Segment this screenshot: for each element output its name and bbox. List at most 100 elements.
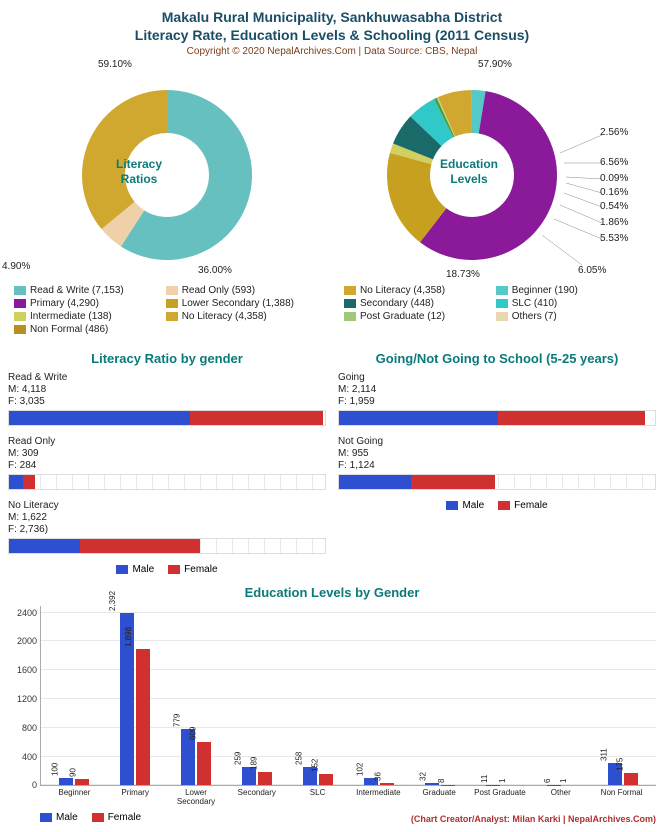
y-tick: 800: [9, 723, 37, 733]
vbar-male: 11: [486, 785, 500, 786]
hbar-row: GoingM: 2,114F: 1,959: [338, 372, 656, 426]
legend-label: No Literacy (4,358): [182, 311, 267, 322]
copyright: Copyright © 2020 NepalArchives.Com | Dat…: [8, 46, 656, 57]
legend-label: No Literacy (4,358): [360, 285, 445, 296]
legend-male: Male: [40, 810, 78, 824]
x-label: SLC: [287, 786, 348, 806]
legend-swatch: [14, 312, 26, 321]
y-tick: 2000: [9, 636, 37, 646]
hbar-school-chart: GoingM: 2,114F: 1,959 Not GoingM: 955F: …: [338, 372, 656, 490]
bar-male: [9, 475, 23, 489]
credit: (Chart Creator/Analyst: Milan Karki | Ne…: [411, 814, 656, 824]
pct-label: 0.54%: [600, 201, 628, 212]
legend-item: Beginner (190): [496, 285, 634, 296]
vbar-group: 259 189: [228, 767, 287, 786]
hbar-row: Read & WriteM: 4,118F: 3,035: [8, 372, 326, 426]
legend-male: Male: [446, 500, 484, 511]
hbar-track: [338, 410, 656, 426]
vbar-title: Education Levels by Gender: [8, 585, 656, 600]
hbar-literacy-chart: Read & WriteM: 4,118F: 3,035 Read OnlyM:…: [8, 372, 326, 554]
legend-label: SLC (410): [512, 298, 558, 309]
legend-swatch: [496, 299, 508, 308]
vbar-group: 32 8: [410, 783, 469, 785]
pct-label: 5.53%: [600, 233, 628, 244]
legend-item: No Literacy (4,358): [166, 311, 304, 322]
legend-label: Read & Write (7,153): [30, 285, 124, 296]
legend-swatch: [344, 299, 356, 308]
donuts-row: LiteracyRatios 59.10%4.90%36.00% Read & …: [8, 65, 656, 335]
legend-right: No Literacy (4,358) Beginner (190) Seconda…: [338, 285, 656, 322]
pct-label: 59.10%: [98, 59, 132, 70]
vbar-female: 36: [380, 783, 394, 786]
legend-item: No Literacy (4,358): [344, 285, 482, 296]
hbar-row: Read OnlyM: 309F: 284: [8, 436, 326, 490]
legend-item: Primary (4,290): [14, 298, 152, 309]
legend-label: Secondary (448): [360, 298, 434, 309]
hbar-literacy-panel: Literacy Ratio by gender Read & WriteM: …: [8, 345, 326, 575]
legend-item: Post Graduate (12): [344, 311, 482, 322]
hbar-label: Read OnlyM: 309F: 284: [8, 436, 326, 472]
donut-education-panel: EducationLevels 57.90%2.56%6.56%0.09%0.1…: [338, 65, 656, 335]
legend-swatch: [496, 312, 508, 321]
legend-label: Others (7): [512, 311, 557, 322]
hbar2-title: Going/Not Going to School (5-25 years): [338, 351, 656, 366]
vbar-group: 100 90: [45, 778, 104, 785]
vbar-female: 152: [319, 774, 333, 785]
legend-male: Male: [116, 564, 154, 575]
legend-swatch: [344, 312, 356, 321]
hbars-row: Literacy Ratio by gender Read & WriteM: …: [8, 345, 656, 575]
legend-swatch: [166, 312, 178, 321]
donut1-center-label: LiteracyRatios: [104, 157, 174, 186]
y-tick: 1200: [9, 694, 37, 704]
x-label: Primary: [105, 786, 166, 806]
hbar-label: Not GoingM: 955F: 1,124: [338, 436, 656, 472]
vbar-chart: 04008001200160020002400 100 90 2,392 1,8…: [40, 606, 656, 786]
hbar2-legend: Male Female: [338, 500, 656, 511]
hbar1-title: Literacy Ratio by gender: [8, 351, 326, 366]
x-label: Graduate: [409, 786, 470, 806]
y-tick: 2400: [9, 608, 37, 618]
vbar-female: 1,898: [136, 649, 150, 786]
pct-label: 4.90%: [2, 261, 30, 272]
vbar-group: 258 152: [289, 767, 348, 786]
legend-swatch: [14, 299, 26, 308]
vbar-male: 32: [425, 783, 439, 785]
bar-male: [339, 475, 411, 489]
hbar-row: Not GoingM: 955F: 1,124: [338, 436, 656, 490]
bar-male: [9, 539, 80, 553]
pct-label: 2.56%: [600, 127, 628, 138]
donut2-center-label: EducationLevels: [430, 157, 508, 186]
legend-swatch: [14, 325, 26, 334]
vbar-legend: Male Female (Chart Creator/Analyst: Mila…: [40, 810, 656, 824]
bar-female: [498, 411, 645, 425]
vbar-group: 779 609: [167, 729, 226, 785]
hbar-label: GoingM: 2,114F: 1,959: [338, 372, 656, 408]
hbar-track: [338, 474, 656, 490]
bar-female: [411, 475, 496, 489]
legend-swatch: [166, 286, 178, 295]
vbar-group: 311 175: [593, 763, 652, 785]
legend-swatch: [344, 286, 356, 295]
pct-label: 36.00%: [198, 265, 232, 276]
legend-item: SLC (410): [496, 298, 634, 309]
legend-item: Read Only (593): [166, 285, 304, 296]
pct-label: 0.09%: [600, 173, 628, 184]
donut-literacy-panel: LiteracyRatios 59.10%4.90%36.00% Read & …: [8, 65, 326, 335]
legend-female: Female: [498, 500, 547, 511]
legend-item: Lower Secondary (1,388): [166, 298, 304, 309]
pct-label: 57.90%: [478, 59, 512, 70]
legend-item: Read & Write (7,153): [14, 285, 152, 296]
legend-item: Intermediate (138): [14, 311, 152, 322]
pct-label: 18.73%: [446, 269, 480, 280]
hbar-label: Read & WriteM: 4,118F: 3,035: [8, 372, 326, 408]
hbar-label: No LiteracyM: 1,622F: 2,736): [8, 500, 326, 536]
pct-label: 1.86%: [600, 217, 628, 228]
legend-item: Others (7): [496, 311, 634, 322]
hbar-school-panel: Going/Not Going to School (5-25 years) G…: [338, 345, 656, 575]
hbar-track: [8, 474, 326, 490]
x-label: Beginner: [44, 786, 105, 806]
legend-female: Female: [92, 810, 141, 824]
legend-item: Non Formal (486): [14, 324, 152, 335]
bar-female: [80, 539, 200, 553]
pct-label: 6.05%: [578, 265, 606, 276]
